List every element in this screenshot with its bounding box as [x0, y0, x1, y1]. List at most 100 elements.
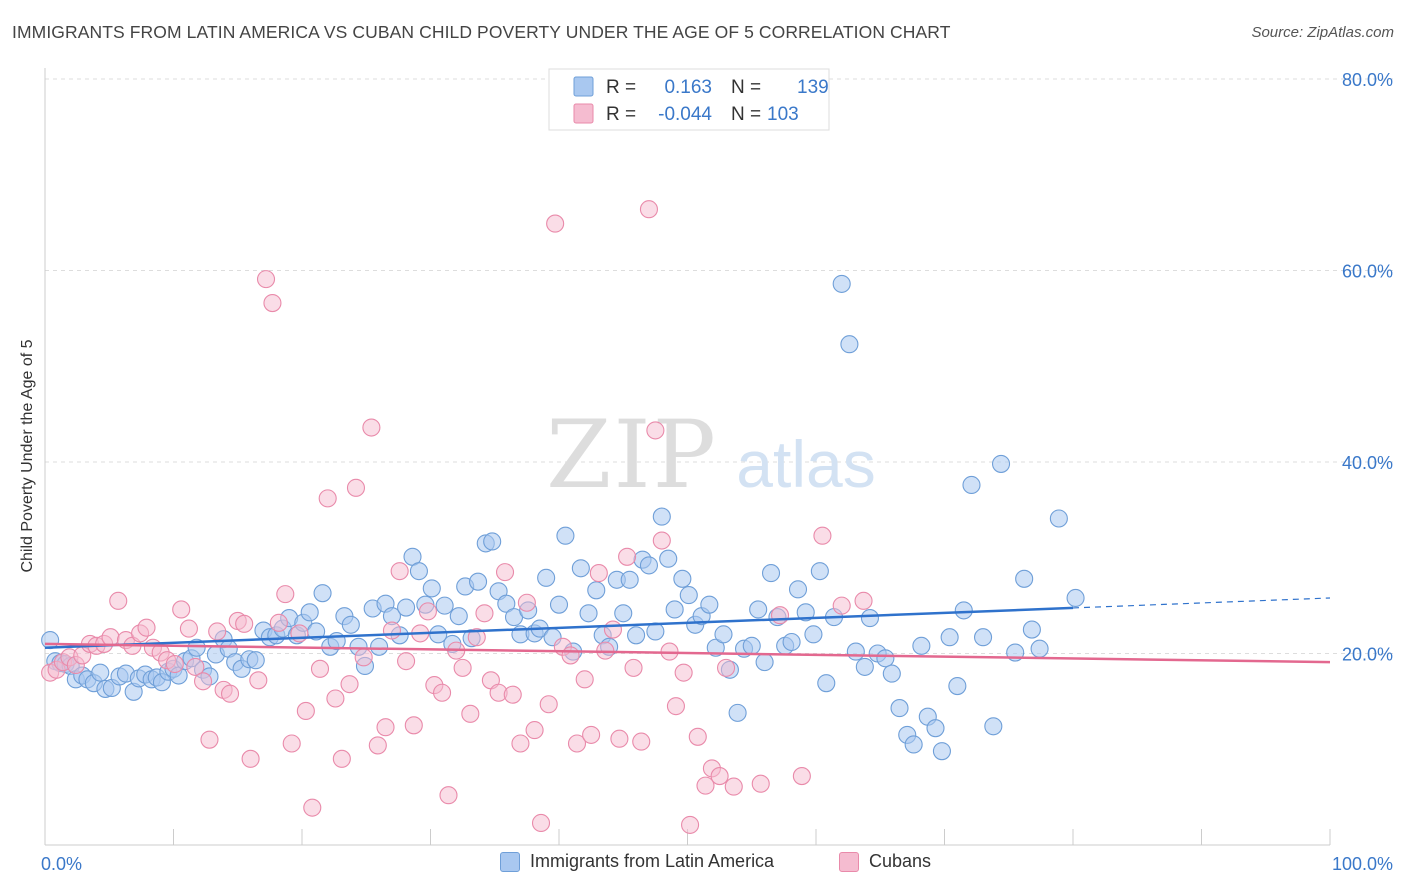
trend-lines [44, 597, 1331, 664]
grid-lines [45, 78, 1395, 654]
data-point-immigrants [788, 580, 808, 599]
data-point-immigrants [832, 274, 851, 293]
data-point-immigrants [714, 625, 733, 644]
data-point-immigrants [991, 454, 1011, 473]
y-tick-label: 80.0% [1342, 70, 1393, 90]
data-point-cubans [282, 734, 301, 753]
data-point-immigrants [435, 596, 454, 615]
data-point-cubans [792, 767, 811, 786]
data-point-cubans [235, 614, 254, 633]
data-point-cubans [241, 749, 260, 768]
chart-title: IMMIGRANTS FROM LATIN AMERICA VS CUBAN C… [12, 22, 951, 42]
data-point-cubans [525, 721, 544, 740]
data-point-cubans [589, 564, 608, 583]
data-point-cubans [561, 646, 580, 665]
legend-r-label-1: R = [606, 77, 636, 98]
data-point-cubans [404, 716, 423, 735]
data-point-immigrants [429, 625, 448, 644]
y-tick-label: 60.0% [1342, 262, 1393, 282]
data-point-immigrants [1030, 639, 1049, 658]
data-point-immigrants [620, 570, 639, 589]
data-point-immigrants [882, 664, 901, 683]
data-point-immigrants [1015, 569, 1034, 588]
legend-n-label-1: N = [731, 77, 761, 98]
data-point-immigrants [556, 526, 575, 545]
data-point-cubans [610, 729, 629, 748]
data-point-cubans [453, 658, 472, 677]
data-point-immigrants [91, 663, 110, 682]
data-point-cubans [433, 683, 452, 702]
data-point-cubans [346, 478, 366, 497]
data-point-immigrants [706, 638, 725, 657]
data-point-immigrants [639, 556, 659, 575]
legend-label-immigrants: Immigrants from Latin America [530, 851, 775, 871]
legend-item-cubans[interactable]: Cubans [839, 851, 931, 872]
data-point-cubans [751, 774, 770, 793]
series-cubans-points [41, 200, 873, 834]
data-point-cubans [618, 547, 637, 566]
data-point-immigrants [627, 626, 646, 645]
legend-swatch-blue [573, 76, 594, 97]
data-point-cubans [263, 294, 282, 313]
data-point-immigrants [973, 628, 993, 647]
watermark-zip: ZIP [546, 401, 718, 510]
data-point-immigrants [665, 600, 684, 619]
legend-item-immigrants[interactable]: Immigrants from Latin America [500, 851, 774, 872]
legend-background [548, 68, 830, 131]
data-point-cubans [511, 734, 530, 753]
data-point-cubans [439, 786, 458, 805]
legend-swatch-pink [573, 103, 594, 124]
legend-r-value-2: -0.044 [658, 104, 712, 125]
data-point-cubans [517, 593, 536, 612]
watermark-atlas: atlas [736, 427, 875, 501]
trend-line-cubans [44, 642, 1331, 664]
data-point-cubans [296, 701, 315, 721]
data-point-cubans [186, 657, 205, 676]
data-point-cubans [418, 602, 437, 621]
data-point-immigrants [796, 603, 815, 622]
data-point-cubans [172, 600, 191, 619]
data-point-cubans [368, 736, 387, 755]
data-point-immigrants [932, 742, 951, 761]
data-point-immigrants [742, 636, 761, 655]
data-point-immigrants [700, 595, 719, 614]
data-point-cubans [503, 685, 522, 704]
y-tick-label: 40.0% [1342, 453, 1393, 473]
bottom-legend: Immigrants from Latin America Cubans [0, 851, 1406, 879]
data-point-immigrants [728, 703, 747, 722]
legend-n-value-2: 103 [767, 104, 799, 125]
data-point-cubans [854, 591, 873, 610]
data-point-cubans [716, 658, 736, 677]
data-point-cubans [101, 628, 120, 647]
data-point-cubans [376, 718, 395, 737]
data-point-immigrants [855, 657, 874, 676]
data-point-immigrants [904, 735, 923, 754]
data-point-cubans [310, 659, 330, 678]
data-point-cubans [165, 654, 184, 674]
tick-labels: 20.0% 40.0% 60.0% 80.0% 0.0% 100.0% [41, 70, 1393, 874]
data-point-cubans [382, 621, 402, 640]
legend-swatch-cubans [839, 851, 859, 872]
data-point-immigrants [300, 603, 319, 622]
data-point-immigrants [679, 586, 698, 605]
data-point-cubans [397, 652, 416, 671]
data-point-immigrants [571, 559, 590, 578]
data-point-cubans [724, 777, 743, 796]
data-point-immigrants [890, 699, 909, 718]
data-point-immigrants [449, 607, 468, 626]
data-point-immigrants [41, 631, 60, 650]
data-point-cubans [813, 526, 832, 545]
data-point-cubans [575, 670, 594, 689]
x-tick-label-max: 100.0% [1332, 854, 1393, 874]
data-point-cubans [303, 798, 322, 817]
data-point-immigrants [840, 335, 859, 354]
data-point-immigrants [1066, 588, 1085, 608]
data-point-cubans [109, 591, 128, 610]
data-point-immigrants [246, 651, 265, 670]
data-point-immigrants [187, 638, 206, 657]
data-point-immigrants [1022, 620, 1041, 639]
data-point-cubans [696, 776, 715, 795]
y-tick-label: 20.0% [1342, 645, 1393, 665]
data-point-immigrants [652, 507, 671, 526]
